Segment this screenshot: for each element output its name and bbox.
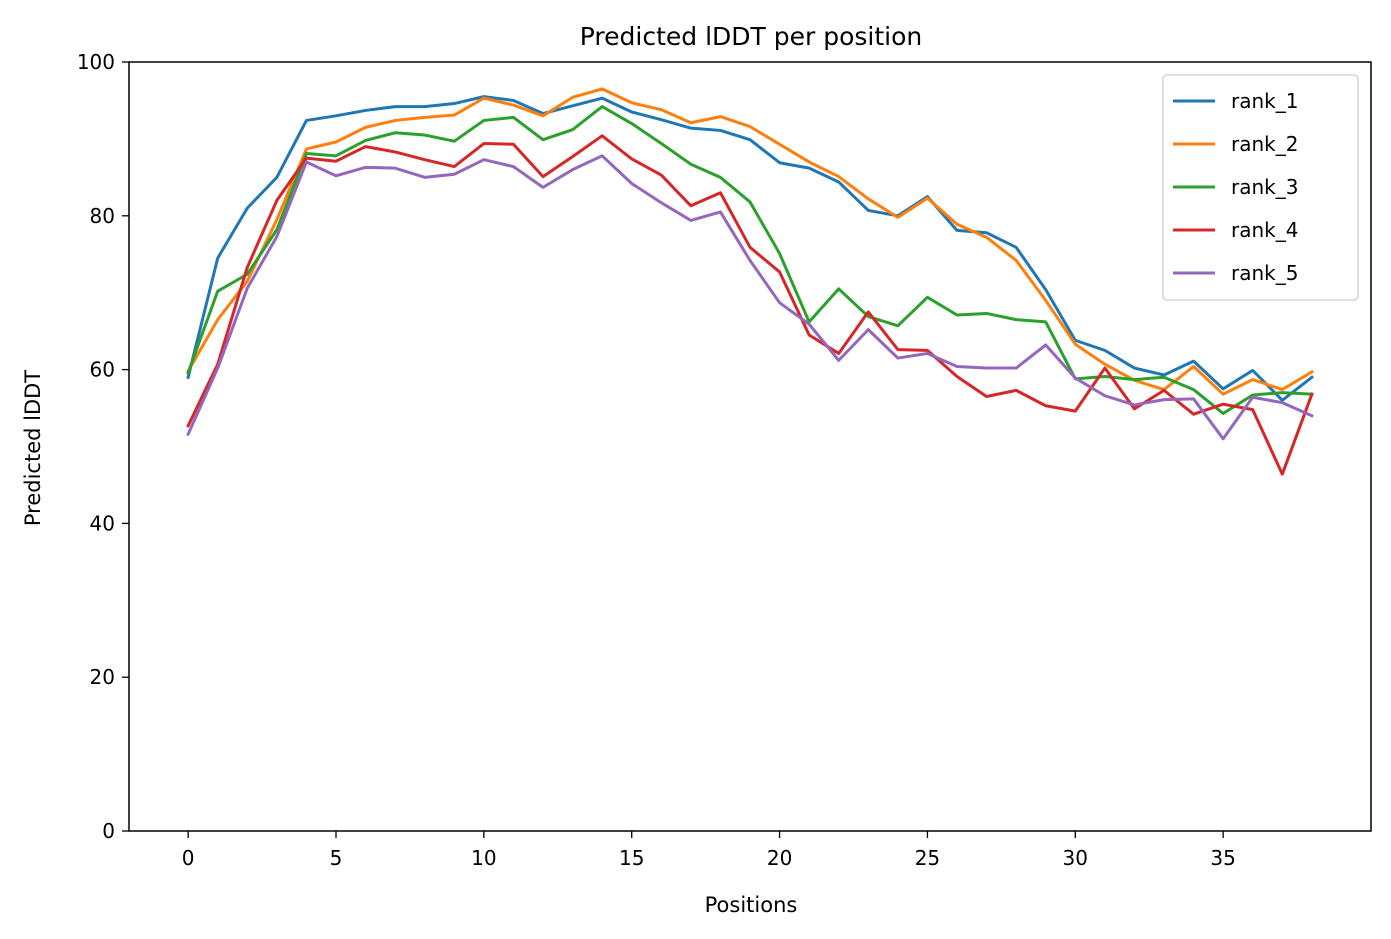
legend: rank_1 rank_2 rank_3 rank_4 rank_5 <box>1162 74 1359 301</box>
chart-title: Predicted lDDT per position <box>580 22 922 51</box>
series-line-rank-2 <box>186 87 1314 396</box>
x-tick-label: 5 <box>330 846 343 870</box>
y-tick-label: 60 <box>90 358 115 382</box>
y-tick-label: 20 <box>90 665 115 689</box>
legend-label: rank_3 <box>1231 175 1298 199</box>
y-tick-label: 100 <box>77 50 115 74</box>
y-axis-label: Predicted lDDT <box>21 370 45 526</box>
legend-label: rank_1 <box>1231 89 1298 113</box>
y-tick-label: 80 <box>90 204 115 228</box>
series-line-rank-1 <box>186 95 1314 402</box>
plot-lines <box>186 87 1314 476</box>
series-line-rank-5 <box>186 154 1314 441</box>
legend-label: rank_4 <box>1231 218 1298 242</box>
x-tick-label: 20 <box>767 846 792 870</box>
x-axis-label: Positions <box>705 893 798 917</box>
x-tick-label: 35 <box>1210 846 1235 870</box>
axis-ticks: 0 5 10 15 20 25 30 35 0 20 40 60 80 100 <box>77 50 1236 870</box>
x-tick-label: 30 <box>1063 846 1088 870</box>
x-tick-label: 25 <box>915 846 940 870</box>
legend-label: rank_2 <box>1231 132 1298 156</box>
series-line-rank-4 <box>186 134 1314 476</box>
x-tick-label: 15 <box>619 846 644 870</box>
y-tick-label: 40 <box>90 511 115 535</box>
legend-box <box>1162 74 1359 301</box>
y-tick-label: 0 <box>102 819 115 843</box>
series-line-rank-3 <box>186 105 1314 415</box>
plot-frame <box>128 61 1372 832</box>
x-tick-label: 10 <box>471 846 496 870</box>
legend-label: rank_5 <box>1231 261 1298 285</box>
x-tick-label: 0 <box>182 846 195 870</box>
